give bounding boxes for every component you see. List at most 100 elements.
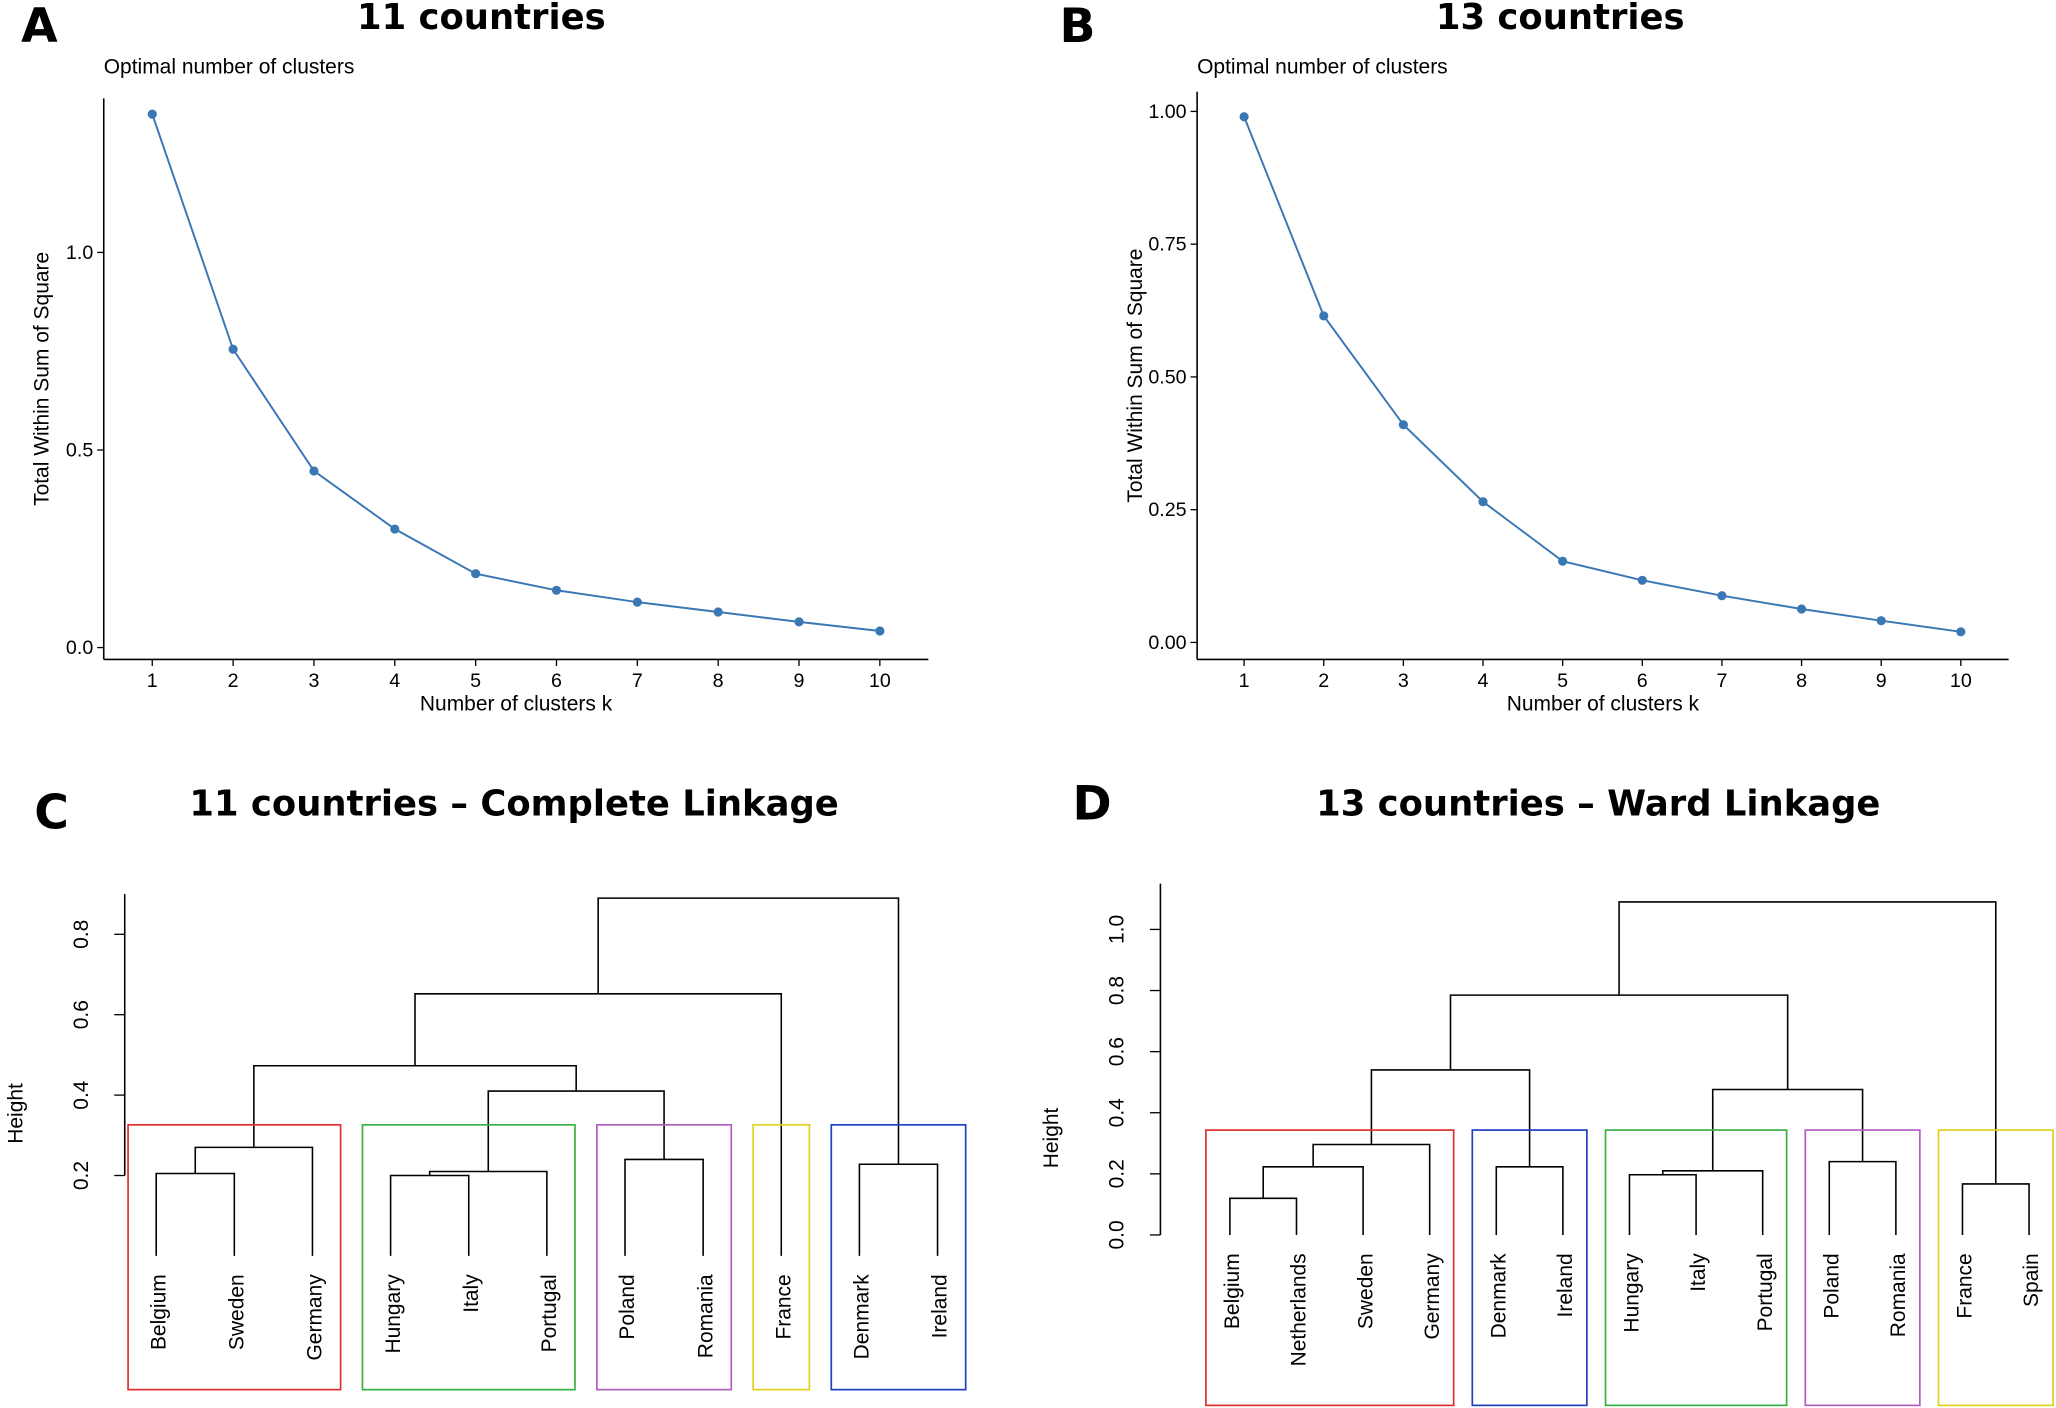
leaf-label: Hungary [1621,1253,1644,1333]
point [1796,604,1807,614]
subtitle: Optimal number of clusters [104,55,355,78]
point [632,597,642,607]
point [1239,112,1249,122]
point [1398,420,1408,430]
y-axis-label: Height [4,1083,27,1144]
x-tick-label: 5 [470,670,481,692]
point [471,569,481,579]
point [228,344,238,354]
point [875,626,885,636]
point [1478,497,1488,507]
y-tick-label: 0.25 [1148,499,1186,521]
leaf-label: Germany [304,1274,327,1361]
y-tick-label: 0.75 [1148,234,1186,256]
x-tick-label: 1 [147,670,158,692]
y-tick-label: 0.0 [1106,1220,1129,1249]
cluster-box [1937,1129,2054,1407]
leaf-label: Denmark [1487,1253,1510,1339]
y-tick-label: 0.6 [70,1000,93,1029]
x-tick-label: 8 [1796,670,1807,692]
point [1956,627,1966,637]
merge [1828,1160,1897,1235]
y-axis-label: Total Within Sum of Square [1124,249,1147,503]
cluster-box [752,1123,811,1391]
y-tick-label: 1.0 [66,242,93,264]
chart-title: 11 countries [357,0,606,38]
cluster-box [1471,1129,1588,1407]
merge [1618,901,1997,1184]
x-tick-label: 5 [1557,670,1568,692]
x-tick-label: 4 [1478,670,1489,692]
merge [155,1172,236,1256]
merge [1312,1143,1431,1235]
y-tick-label: 0.00 [1148,632,1186,654]
x-tick-label: 7 [632,670,643,692]
leaf-label: Ireland [1554,1253,1577,1317]
leaf-label: Portugal [538,1274,561,1352]
leaf-label: Sweden [1354,1253,1377,1329]
y-tick-label: 1.00 [1148,101,1186,123]
merge [624,1158,704,1256]
leaf-label: Hungary [382,1274,405,1354]
x-tick-label: 9 [1876,670,1887,692]
x-tick-label: 3 [1398,670,1409,692]
leaf-label: Denmark [851,1274,874,1360]
y-axis-label: Total Within Sum of Square [31,252,54,506]
merge [597,897,900,1165]
leaf-label: Belgium [1221,1253,1244,1329]
y-tick-label: 0.50 [1148,366,1186,388]
merge [428,1170,548,1256]
y-tick-label: 0.4 [70,1080,93,1109]
cluster-box [127,1123,342,1391]
point [390,524,400,534]
leaf-label: Romania [1887,1253,1910,1337]
point [309,466,319,476]
leaf-label: France [1954,1253,1977,1318]
y-tick-label: 0.2 [70,1161,93,1190]
x-tick-label: 1 [1239,670,1250,692]
cluster-box [596,1123,733,1391]
subtitle: Optimal number of clusters [1197,55,1448,78]
merge [1628,1173,1697,1235]
x-axis-label: Number of clusters k [420,693,613,716]
leaf-label: Poland [1820,1253,1843,1318]
leaf-label: Romania [694,1274,717,1358]
point [1637,575,1647,585]
merge [1661,1170,1764,1235]
panel-label: B [1059,0,1095,54]
leaf-label: Belgium [147,1274,170,1350]
panel-label: D [1073,776,1112,831]
line [151,113,880,632]
point [713,607,723,617]
x-tick-label: 2 [228,670,239,692]
point [1876,616,1886,626]
cluster-box [1804,1129,1921,1407]
cluster-box [1205,1129,1455,1407]
y-tick-label: 0.8 [70,920,93,949]
x-tick-label: 6 [1637,670,1648,692]
y-axis-label: Height [1040,1107,1063,1168]
leaf-label: Italy [1687,1253,1710,1292]
x-tick-label: 10 [1950,670,1972,692]
point [1319,311,1329,321]
y-tick-label: 0.6 [1106,1037,1129,1066]
x-tick-label: 9 [794,670,805,692]
merge [858,1163,939,1256]
leaf-label: Germany [1421,1253,1444,1340]
leaf-label: Netherlands [1288,1253,1311,1366]
y-tick-label: 0.2 [1106,1159,1129,1188]
y-tick-label: 0.5 [66,440,93,462]
x-tick-label: 10 [869,670,891,692]
x-tick-label: 7 [1716,670,1727,692]
chart-title: 13 countries [1436,0,1685,38]
point [1717,591,1727,601]
merge [1495,1166,1564,1235]
cluster-box [1604,1129,1788,1407]
x-axis-label: Number of clusters k [1507,693,1700,716]
y-tick-label: 0.4 [1106,1098,1129,1127]
chart-title: 11 countries – Complete Linkage [189,783,838,824]
merge [1449,994,1789,1090]
x-tick-label: 4 [389,670,400,692]
